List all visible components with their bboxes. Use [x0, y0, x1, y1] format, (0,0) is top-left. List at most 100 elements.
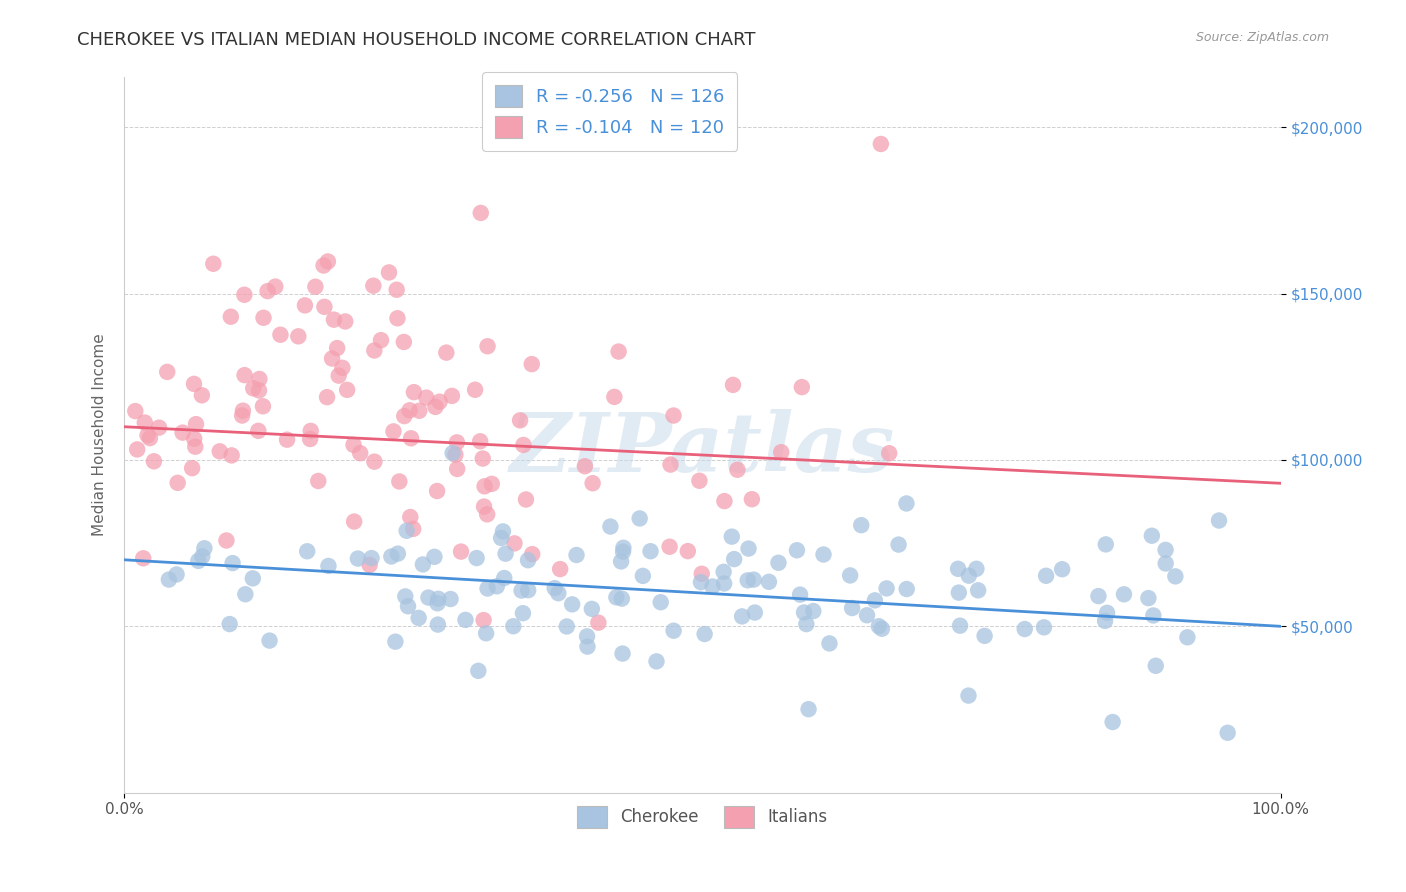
Point	[464, 383, 486, 397]
Point	[472, 613, 495, 627]
Point	[574, 459, 596, 474]
Point	[1101, 714, 1123, 729]
Point	[515, 492, 537, 507]
Text: ZIPatlas: ZIPatlas	[509, 409, 896, 490]
Point	[948, 585, 970, 599]
Point	[813, 548, 835, 562]
Point	[723, 552, 745, 566]
Point	[402, 385, 425, 400]
Point	[863, 593, 886, 607]
Point	[187, 554, 209, 568]
Point	[434, 345, 457, 359]
Point	[441, 446, 464, 460]
Point	[408, 403, 430, 417]
Point	[382, 425, 405, 439]
Point	[868, 619, 890, 633]
Point	[610, 591, 633, 606]
Point	[454, 613, 477, 627]
Point	[896, 496, 918, 510]
Point	[503, 536, 526, 550]
Point	[599, 519, 621, 533]
Point	[607, 344, 630, 359]
Point	[426, 617, 449, 632]
Point	[232, 403, 254, 417]
Point	[427, 591, 450, 606]
Point	[321, 351, 343, 366]
Point	[801, 604, 824, 618]
Point	[191, 388, 214, 402]
Point	[472, 500, 495, 514]
Point	[1094, 537, 1116, 551]
Point	[136, 428, 159, 442]
Point	[517, 553, 540, 567]
Point	[215, 533, 238, 548]
Point	[522, 547, 544, 561]
Point	[387, 547, 409, 561]
Point	[378, 265, 401, 279]
Point	[312, 259, 335, 273]
Point	[318, 558, 340, 573]
Point	[398, 403, 420, 417]
Point	[394, 590, 416, 604]
Point	[183, 432, 205, 446]
Point	[233, 287, 256, 301]
Point	[588, 615, 610, 630]
Point	[1144, 658, 1167, 673]
Point	[877, 446, 900, 460]
Point	[132, 551, 155, 566]
Point	[610, 554, 633, 568]
Legend: Cherokee, Italians: Cherokee, Italians	[571, 799, 834, 834]
Point	[294, 298, 316, 312]
Point	[440, 389, 463, 403]
Point	[662, 624, 685, 638]
Point	[512, 438, 534, 452]
Point	[576, 640, 599, 654]
Point	[789, 588, 811, 602]
Point	[465, 551, 488, 566]
Point	[688, 474, 710, 488]
Point	[470, 206, 492, 220]
Point	[184, 440, 207, 454]
Point	[360, 551, 382, 566]
Point	[380, 549, 402, 564]
Point	[444, 448, 467, 462]
Point	[502, 619, 524, 633]
Point	[612, 544, 634, 558]
Point	[725, 463, 748, 477]
Point	[737, 574, 759, 588]
Point	[818, 636, 841, 650]
Point	[450, 544, 472, 558]
Point	[467, 664, 489, 678]
Point	[395, 524, 418, 538]
Point	[349, 446, 371, 460]
Point	[233, 368, 256, 383]
Point	[269, 327, 291, 342]
Point	[235, 587, 257, 601]
Point	[720, 530, 742, 544]
Point	[841, 601, 863, 615]
Point	[640, 544, 662, 558]
Point	[512, 606, 534, 620]
Point	[520, 357, 543, 371]
Point	[876, 582, 898, 596]
Point	[184, 417, 207, 432]
Point	[264, 279, 287, 293]
Point	[142, 454, 165, 468]
Point	[957, 568, 980, 582]
Point	[957, 689, 980, 703]
Point	[1208, 514, 1230, 528]
Point	[690, 575, 713, 590]
Point	[1094, 614, 1116, 628]
Point	[347, 551, 370, 566]
Text: CHEROKEE VS ITALIAN MEDIAN HOUSEHOLD INCOME CORRELATION CHART: CHEROKEE VS ITALIAN MEDIAN HOUSEHOLD INC…	[77, 31, 756, 49]
Point	[191, 549, 214, 564]
Point	[259, 633, 281, 648]
Point	[794, 617, 817, 632]
Point	[477, 582, 499, 596]
Point	[631, 569, 654, 583]
Point	[316, 390, 339, 404]
Point	[124, 404, 146, 418]
Point	[299, 432, 322, 446]
Point	[581, 476, 603, 491]
Point	[475, 626, 498, 640]
